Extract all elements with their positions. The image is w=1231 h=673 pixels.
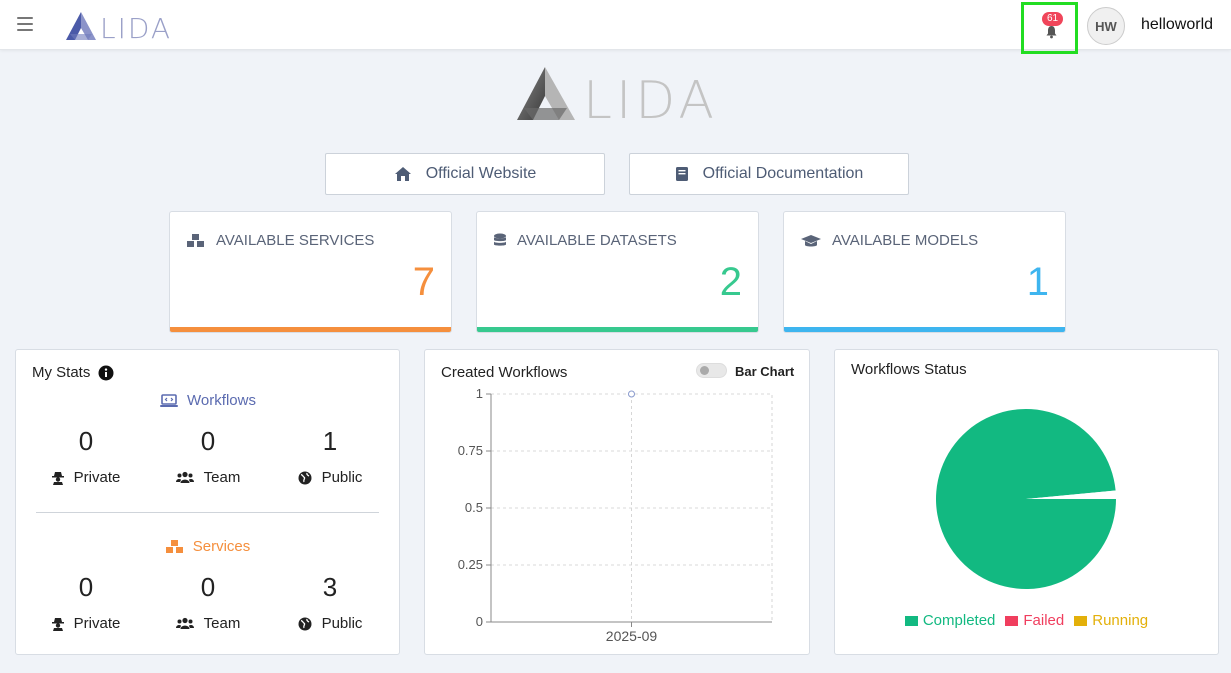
legend-item-completed[interactable]: Completed (904, 612, 996, 629)
workflows-status-panel: Workflows Status Completed Failed Runnin… (834, 349, 1219, 655)
available-datasets-count: 2 (719, 260, 742, 304)
services-public-count: 3 (322, 572, 338, 602)
legend-label: Failed (1023, 612, 1065, 629)
notification-badge: 61 (1042, 12, 1064, 26)
available-models-card[interactable]: AVAILABLE MODELS 1 (783, 211, 1066, 333)
workflows-heading: Workflows (16, 392, 399, 409)
app-logo-text: LIDA (100, 12, 172, 43)
bar-chart-toggle-label: Bar Chart (735, 364, 795, 379)
legend-swatch (1074, 615, 1088, 626)
app-logo[interactable]: LIDA (64, 9, 179, 48)
y-tick-label: 0.5 (465, 500, 483, 515)
my-stats-title: My Stats (32, 364, 91, 381)
team-label: Team (203, 469, 241, 486)
legend-item-failed[interactable]: Failed (1005, 612, 1064, 629)
available-services-card[interactable]: AVAILABLE SERVICES 7 (169, 211, 452, 333)
official-documentation-button[interactable]: Official Documentation (629, 153, 909, 195)
private-label: Private (73, 615, 121, 632)
user-secret-icon (51, 471, 64, 485)
created-workflows-panel: Created Workflows Bar Chart 0 0.25 0.5 0.75… (424, 349, 810, 655)
available-services-count: 7 (412, 260, 435, 304)
services-public-stat: 3 Public (270, 572, 390, 632)
database-icon (494, 233, 506, 246)
official-website-label: Official Website (425, 165, 537, 182)
x-tick-label: 2025-09 (606, 628, 658, 644)
workflows-status-title: Workflows Status (851, 361, 967, 378)
legend-label: Completed (922, 612, 996, 629)
available-models-label: AVAILABLE MODELS (832, 232, 979, 249)
pie-slice-failed (1026, 490, 1116, 499)
workflows-heading-label: Workflows (187, 392, 256, 409)
home-icon (394, 167, 411, 181)
users-icon (175, 471, 194, 483)
workflows-public-count: 1 (322, 426, 338, 456)
cubes-icon (165, 539, 183, 553)
workflows-status-legend: Completed Failed Running (835, 612, 1218, 629)
card-accent-bar (784, 327, 1065, 332)
card-accent-bar (477, 327, 758, 332)
hero-logo: LIDA (515, 64, 720, 131)
team-label: Team (203, 615, 241, 632)
services-private-stat: 0 Private (26, 572, 146, 632)
services-heading-label: Services (192, 538, 251, 555)
notifications-button[interactable]: 61 (1021, 2, 1078, 54)
workflows-public-stat: 1 Public (270, 426, 390, 486)
workflows-private-count: 0 (78, 426, 94, 456)
available-services-label: AVAILABLE SERVICES (216, 232, 375, 249)
y-tick-label: 1 (476, 386, 483, 401)
private-label: Private (73, 469, 121, 486)
top-bar: LIDA 61 HW helloworld (0, 0, 1231, 54)
data-point (628, 390, 635, 398)
available-datasets-card[interactable]: AVAILABLE DATASETS 2 (476, 211, 759, 333)
globe-icon (298, 471, 312, 484)
public-label: Public (321, 615, 363, 632)
y-tick-label: 0 (476, 614, 483, 629)
official-website-button[interactable]: Official Website (325, 153, 605, 195)
available-models-count: 1 (1026, 260, 1049, 304)
hero-logo-text: LIDA (583, 71, 718, 124)
created-workflows-title: Created Workflows (441, 364, 568, 381)
info-icon[interactable] (98, 365, 114, 381)
bell-icon (1046, 26, 1057, 39)
available-datasets-label: AVAILABLE DATASETS (517, 232, 677, 249)
legend-swatch (1005, 615, 1019, 626)
user-secret-icon (51, 617, 64, 631)
card-accent-bar (170, 327, 451, 332)
my-stats-panel: My Stats Workflows 0 Private 0 (15, 349, 400, 655)
cubes-icon (187, 233, 204, 247)
services-heading: Services (16, 538, 399, 555)
public-label: Public (321, 469, 363, 486)
users-icon (175, 617, 194, 629)
stats-divider (36, 512, 379, 513)
workflows-team-stat: 0 Team (148, 426, 268, 486)
menu-toggle-icon[interactable] (17, 17, 33, 31)
y-tick-label: 0.75 (458, 443, 483, 458)
services-private-count: 0 (78, 572, 94, 602)
created-workflows-chart: 0 0.25 0.5 0.75 1 2025-09 (458, 386, 773, 644)
bar-chart-toggle[interactable] (696, 363, 727, 378)
avatar[interactable]: HW (1087, 7, 1125, 45)
pie-slice-completed (936, 408, 1116, 589)
services-team-count: 0 (200, 572, 216, 602)
globe-icon (298, 617, 312, 630)
laptop-code-icon (160, 393, 179, 407)
services-team-stat: 0 Team (148, 572, 268, 632)
legend-item-running[interactable]: Running (1074, 612, 1148, 629)
book-icon (675, 167, 688, 181)
workflows-status-chart (936, 408, 1116, 589)
workflows-private-stat: 0 Private (26, 426, 146, 486)
official-documentation-label: Official Documentation (702, 165, 864, 182)
workflows-team-count: 0 (200, 426, 216, 456)
username[interactable]: helloworld (1141, 16, 1214, 33)
graduation-cap-icon (801, 234, 821, 246)
y-tick-label: 0.25 (458, 557, 483, 572)
legend-swatch (904, 615, 918, 626)
legend-label: Running (1092, 612, 1149, 629)
